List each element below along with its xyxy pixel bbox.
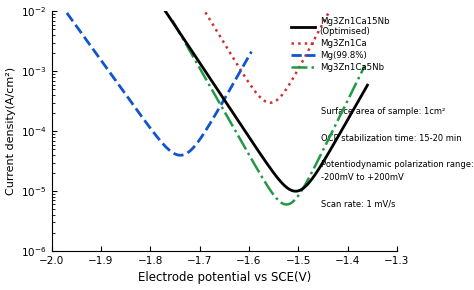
Y-axis label: Current density(A/cm²): Current density(A/cm²) (6, 67, 16, 195)
Text: Surface area of sample: 1cm²

OCP stabilization time: 15-20 min

Potentiodynamic: Surface area of sample: 1cm² OCP stabili… (320, 107, 473, 209)
X-axis label: Electrode potential vs SCE(V): Electrode potential vs SCE(V) (137, 271, 311, 284)
Legend: Mg3Zn1Ca15Nb
(Optimised), Mg3Zn1Ca, Mg(99.8%), Mg3Zn1Ca5Nb: Mg3Zn1Ca15Nb (Optimised), Mg3Zn1Ca, Mg(9… (288, 13, 393, 76)
